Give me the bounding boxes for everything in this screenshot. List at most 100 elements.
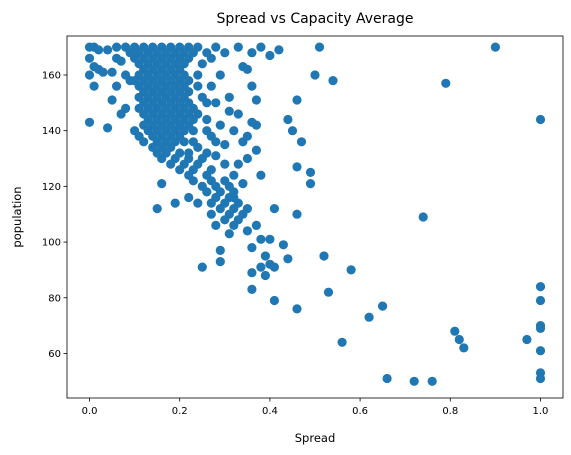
- data-point: [269, 262, 279, 272]
- data-point: [121, 103, 131, 113]
- data-point: [211, 151, 221, 161]
- data-point: [139, 137, 149, 147]
- data-point: [197, 262, 207, 272]
- data-point: [233, 159, 243, 169]
- data-point: [224, 106, 234, 116]
- data-point: [193, 81, 203, 91]
- data-point: [112, 81, 122, 91]
- data-point: [206, 81, 216, 91]
- data-point: [202, 187, 212, 197]
- data-point: [238, 179, 248, 189]
- data-point: [220, 159, 230, 169]
- data-point: [337, 337, 347, 347]
- data-point: [215, 70, 225, 80]
- data-point: [364, 312, 374, 322]
- data-point: [450, 326, 460, 336]
- data-point: [459, 343, 469, 353]
- data-point: [184, 148, 194, 158]
- data-point: [378, 301, 388, 311]
- data-point: [233, 109, 243, 119]
- data-point: [251, 220, 261, 230]
- data-point: [256, 42, 266, 52]
- data-point: [229, 220, 239, 230]
- data-point: [292, 304, 302, 314]
- data-point: [314, 42, 325, 52]
- data-point: [535, 114, 546, 125]
- data-point: [229, 126, 239, 136]
- data-point: [184, 192, 194, 203]
- data-point: [197, 153, 207, 164]
- data-point: [305, 167, 316, 177]
- data-point: [103, 123, 113, 133]
- data-point: [292, 162, 302, 172]
- data-point: [260, 270, 270, 281]
- data-point: [215, 257, 225, 267]
- data-point: [220, 215, 230, 225]
- data-point: [84, 117, 95, 127]
- data-point: [256, 262, 266, 272]
- data-point: [188, 126, 198, 136]
- y-tick-label: 80: [48, 293, 61, 304]
- data-point: [224, 92, 234, 102]
- y-axis-ticks: 60 80 100 120 140 160: [42, 70, 67, 360]
- data-point: [522, 334, 532, 345]
- data-point: [278, 240, 288, 250]
- x-tick-label: 0.6: [352, 406, 368, 417]
- data-point: [535, 346, 546, 356]
- data-point: [256, 234, 266, 244]
- data-point: [193, 70, 203, 80]
- data-point: [202, 114, 212, 125]
- data-point: [206, 209, 216, 219]
- data-point: [346, 265, 356, 275]
- data-point: [247, 268, 257, 278]
- data-point: [292, 209, 302, 219]
- data-point: [179, 137, 189, 147]
- x-tick-label: 0.2: [172, 406, 188, 417]
- x-tick-label: 1.0: [533, 406, 549, 417]
- chart-title: Spread vs Capacity Average: [217, 11, 414, 27]
- y-tick-label: 100: [42, 238, 61, 249]
- x-tick-label: 0.0: [82, 406, 98, 417]
- data-point: [224, 229, 234, 239]
- data-point: [328, 76, 338, 86]
- data-point: [84, 70, 95, 80]
- data-point: [206, 198, 216, 208]
- data-point: [251, 120, 261, 130]
- data-point: [157, 179, 167, 189]
- data-points: [84, 42, 546, 386]
- data-point: [215, 120, 225, 130]
- data-point: [157, 153, 167, 164]
- data-point: [441, 78, 451, 88]
- data-point: [84, 53, 95, 63]
- data-point: [233, 42, 243, 52]
- data-point: [202, 48, 212, 58]
- data-point: [409, 376, 419, 386]
- data-point: [152, 204, 162, 214]
- data-point: [310, 70, 320, 80]
- data-point: [256, 170, 266, 180]
- data-point: [283, 114, 293, 125]
- data-point: [89, 81, 99, 91]
- data-point: [260, 251, 270, 261]
- data-point: [170, 198, 180, 208]
- data-point: [211, 137, 221, 147]
- data-point: [220, 140, 230, 150]
- data-point: [215, 245, 225, 255]
- data-point: [242, 131, 252, 141]
- data-point: [535, 282, 546, 292]
- data-point: [535, 323, 546, 333]
- data-point: [269, 204, 279, 214]
- data-point: [296, 137, 307, 147]
- data-point: [265, 234, 275, 244]
- data-point: [283, 254, 293, 264]
- data-point: [242, 226, 252, 236]
- plot-frame: [66, 35, 564, 399]
- data-point: [251, 145, 261, 155]
- data-point: [454, 334, 464, 345]
- data-point: [292, 95, 302, 105]
- data-point: [247, 48, 257, 58]
- data-point: [251, 95, 261, 105]
- data-point: [202, 126, 212, 136]
- data-point: [247, 81, 257, 91]
